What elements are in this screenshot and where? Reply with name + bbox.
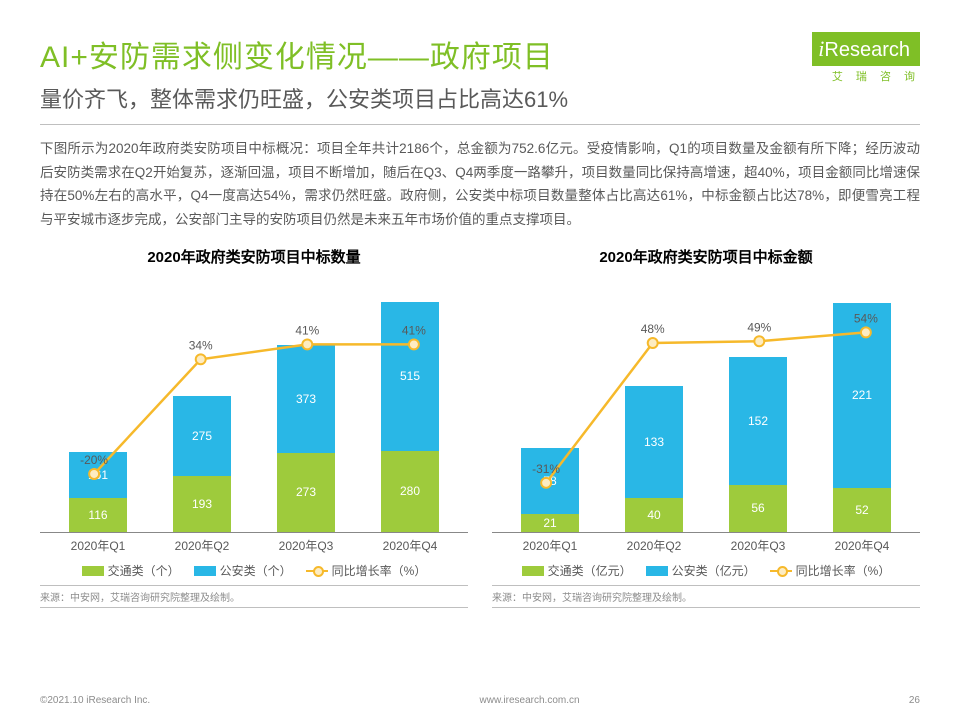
svg-text:48%: 48%	[641, 322, 665, 336]
chart-left-legend: 交通类（个） 公安类（个） 同比增长率（%）	[40, 562, 468, 579]
logo-subtext: 艾 瑞 咨 询	[812, 68, 920, 84]
svg-text:-20%: -20%	[80, 453, 108, 467]
legend-item: 公安类（个）	[194, 562, 292, 579]
legend-item: 同比增长率（%）	[306, 562, 427, 579]
footer-page: 26	[909, 695, 920, 706]
svg-text:34%: 34%	[189, 338, 213, 352]
legend-item: 交通类（亿元）	[522, 562, 632, 579]
chart-left-title: 2020年政府类安防项目中标数量	[40, 246, 468, 267]
body-paragraph: 下图所示为2020年政府类安防项目中标概况：项目全年共计2186个，总金额为75…	[40, 137, 920, 232]
svg-text:41%: 41%	[295, 323, 319, 337]
chart-right-title: 2020年政府类安防项目中标金额	[492, 246, 920, 267]
x-label: 2020年Q2	[627, 537, 682, 554]
chart-right-source: 来源：中安网，艾瑞咨询研究院整理及绘制。	[492, 585, 920, 608]
legend-item: 交通类（个）	[82, 562, 180, 579]
chart-left-source: 来源：中安网，艾瑞咨询研究院整理及绘制。	[40, 585, 468, 608]
footer: ©2021.10 iResearch Inc. www.iresearch.co…	[40, 695, 920, 706]
logo-mark: iResearch	[812, 32, 920, 66]
chart-left-xlabels: 2020年Q1 2020年Q2 2020年Q3 2020年Q4	[40, 533, 468, 554]
chart-right-xlabels: 2020年Q1 2020年Q2 2020年Q3 2020年Q4	[492, 533, 920, 554]
footer-copyright: ©2021.10 iResearch Inc.	[40, 695, 150, 706]
legend-item: 公安类（亿元）	[646, 562, 756, 579]
footer-url: www.iresearch.com.cn	[480, 695, 580, 706]
svg-text:-31%: -31%	[532, 461, 560, 475]
legend-item: 同比增长率（%）	[770, 562, 891, 579]
charts-row: 2020年政府类安防项目中标数量 16111627519337327351528…	[40, 246, 920, 608]
x-label: 2020年Q4	[383, 537, 438, 554]
x-label: 2020年Q1	[523, 537, 578, 554]
svg-text:54%: 54%	[854, 311, 878, 325]
svg-text:49%: 49%	[747, 320, 771, 334]
chart-left: 2020年政府类安防项目中标数量 16111627519337327351528…	[40, 246, 468, 608]
page-title: AI+安防需求侧变化情况——政府项目	[40, 32, 920, 76]
divider	[40, 124, 920, 125]
chart-right-legend: 交通类（亿元） 公安类（亿元） 同比增长率（%）	[492, 562, 920, 579]
x-label: 2020年Q3	[731, 537, 786, 554]
header: iResearch 艾 瑞 咨 询 AI+安防需求侧变化情况——政府项目 量价齐…	[40, 32, 920, 114]
x-label: 2020年Q1	[71, 537, 126, 554]
x-label: 2020年Q2	[175, 537, 230, 554]
x-label: 2020年Q3	[279, 537, 334, 554]
chart-right-plot: 7821133401525622152-31%48%49%54%	[492, 273, 920, 533]
chart-right: 2020年政府类安防项目中标金额 7821133401525622152-31%…	[492, 246, 920, 608]
chart-left-plot: 161116275193373273515280-20%34%41%41%	[40, 273, 468, 533]
page-subtitle: 量价齐飞，整体需求仍旺盛，公安类项目占比高达61%	[40, 82, 920, 114]
x-label: 2020年Q4	[835, 537, 890, 554]
svg-text:41%: 41%	[402, 323, 426, 337]
logo: iResearch 艾 瑞 咨 询	[812, 32, 920, 84]
